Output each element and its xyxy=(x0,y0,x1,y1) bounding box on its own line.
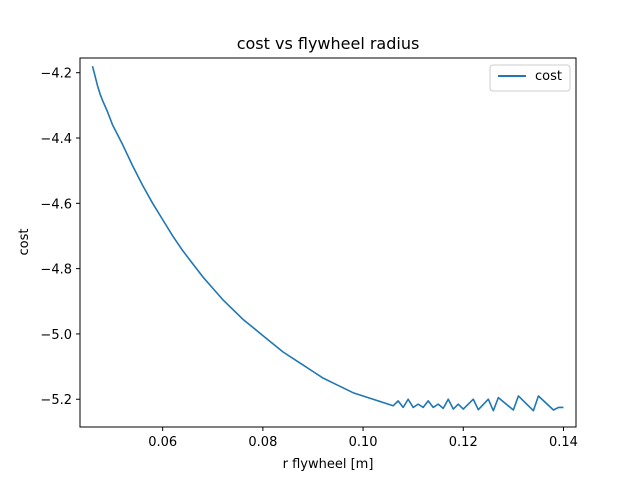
x-tick-label: 0.08 xyxy=(248,435,277,450)
axes-frame xyxy=(79,57,577,428)
y-axis: −4.2 −4.4 −4.6 −4.8 −5.0 −5.2 xyxy=(40,67,80,408)
y-tick-label: −4.8 xyxy=(40,263,72,278)
legend: cost xyxy=(489,64,571,92)
y-tick-label: −5.2 xyxy=(40,393,72,408)
plot-area xyxy=(91,65,564,412)
y-tick-label: −5.0 xyxy=(40,328,72,343)
x-tick-label: 0.12 xyxy=(449,435,478,450)
x-tick-label: 0.10 xyxy=(349,435,378,450)
x-tick-label: 0.06 xyxy=(148,435,177,450)
chart-title: cost vs flywheel radius xyxy=(237,34,420,53)
legend-entry-label: cost xyxy=(535,69,562,84)
x-axis: 0.06 0.08 0.10 0.12 0.14 xyxy=(148,427,578,450)
y-axis-label: cost xyxy=(17,229,32,256)
legend-frame xyxy=(489,64,571,92)
series-line-cost xyxy=(91,65,564,412)
x-tick-label: 0.14 xyxy=(549,435,578,450)
x-axis-label: r flywheel [m] xyxy=(283,457,374,472)
y-tick-label: −4.6 xyxy=(40,197,72,212)
y-tick-label: −4.4 xyxy=(40,132,72,147)
y-tick-label: −4.2 xyxy=(40,67,72,82)
